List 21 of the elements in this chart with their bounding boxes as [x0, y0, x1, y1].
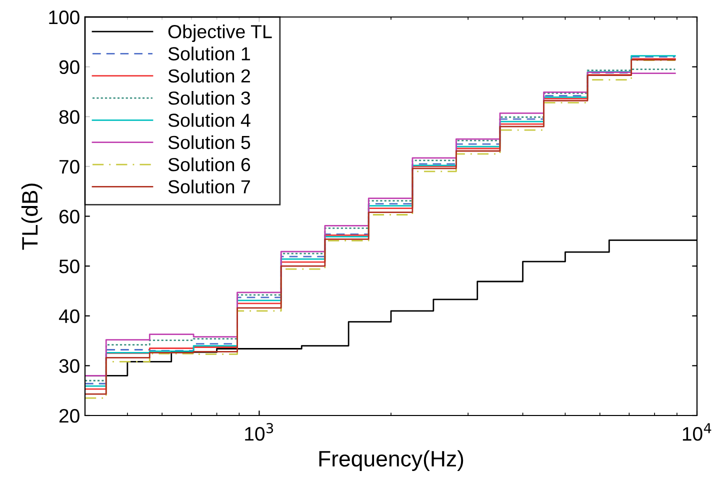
y-tick-label: 100 [49, 10, 80, 24]
legend-label: Objective TL [168, 24, 272, 42]
x-tick-label: 10$^{3}$ [245, 423, 274, 441]
legend-label: Solution 1 [168, 46, 250, 60]
y-axis-title: TL(dB) [21, 184, 42, 250]
legend-label: Solution 2 [168, 68, 250, 83]
y-tick-label: 30 [59, 359, 80, 373]
y-tick-label: 70 [60, 160, 80, 174]
y-tick-label: 60 [60, 210, 80, 224]
legend-label: Solution 5 [168, 135, 250, 150]
legend-label: Solution 3 [168, 91, 250, 105]
y-tick-label: 90 [59, 60, 80, 74]
x-axis-title: Frequency(Hz) [319, 450, 464, 472]
x-tick-label: 10$^{4}$ [682, 423, 712, 441]
y-tick-label: 40 [58, 309, 80, 324]
legend-label: Solution 6 [168, 157, 250, 172]
y-tick-label: 80 [59, 110, 80, 124]
y-tick-label: 20 [59, 408, 80, 423]
legend-label: Solution 4 [168, 113, 250, 127]
legend-label: Solution 7 [168, 180, 250, 194]
y-tick-label: 50 [59, 260, 80, 274]
